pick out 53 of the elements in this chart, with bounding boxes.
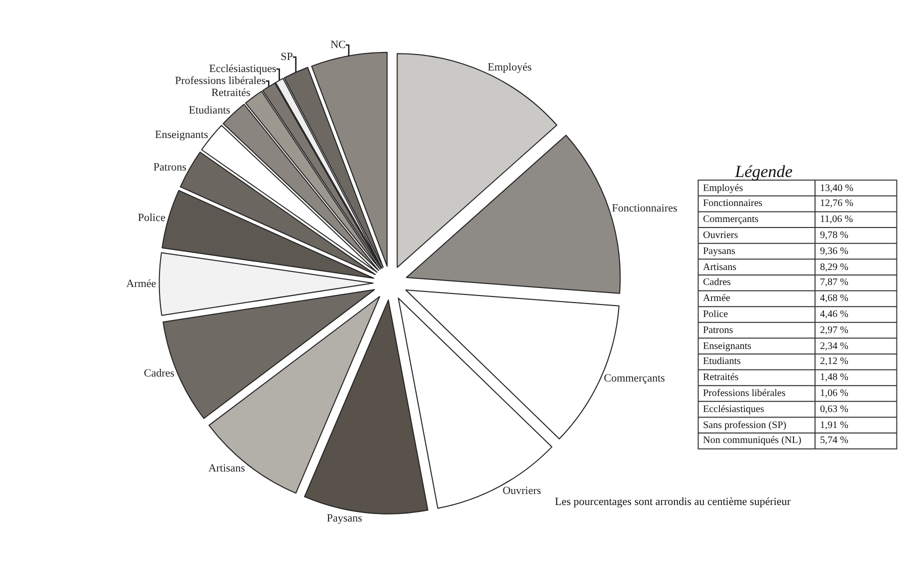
text: 8,29 % xyxy=(820,262,848,273)
text: 0,63 % xyxy=(820,404,848,415)
text: 1,48 % xyxy=(820,372,848,383)
text: 7,87 % xyxy=(820,277,848,288)
slice-label: Commerçants xyxy=(604,372,665,385)
category-label: Cadres xyxy=(703,277,731,288)
text: 2,34 % xyxy=(820,341,848,352)
text: 13,40 % xyxy=(820,183,854,194)
category-label: Police xyxy=(703,309,729,320)
category-label: Enseignants xyxy=(703,341,752,352)
category-label: Employés xyxy=(703,183,744,194)
category-label: Retraités xyxy=(703,372,739,383)
text: 4,68 % xyxy=(820,293,848,304)
slice-label: Enseignants xyxy=(154,128,208,141)
slice-label: Cadres xyxy=(144,368,174,380)
category-label: Ecclésiastiques xyxy=(703,404,764,415)
text: 1,06 % xyxy=(820,388,848,399)
slice-label: Fonctionnaires xyxy=(612,202,678,214)
slice-label: NC xyxy=(330,39,346,52)
text: 4,46 % xyxy=(820,309,848,320)
slice-label: Artisans xyxy=(208,462,245,475)
text: Les pourcentages sont arrondis au centième supérieur xyxy=(554,496,792,508)
slice-label: Paysans xyxy=(326,512,362,525)
slice-label: Patrons xyxy=(153,162,186,174)
slice-label: Etudiants xyxy=(188,104,230,116)
text: 2,12 % xyxy=(820,356,848,367)
category-label: Ouvriers xyxy=(703,230,738,241)
text: 2,97 % xyxy=(820,325,848,336)
slice-label: Ouvriers xyxy=(502,485,542,498)
category-label: Etudiants xyxy=(703,356,741,367)
slice-label: Armée xyxy=(126,278,156,290)
text: 11,06 % xyxy=(820,214,853,225)
category-label: Armée xyxy=(703,293,731,304)
text: 9,78 % xyxy=(820,230,848,241)
category-label: Fonctionnaires xyxy=(703,198,763,209)
text: 1,91 % xyxy=(820,420,848,431)
text: 12,76 % xyxy=(820,198,854,209)
slice-label: Professions libérales xyxy=(174,75,266,88)
slice-label: Employés xyxy=(488,61,532,74)
category-label: Paysans xyxy=(703,246,736,257)
slice-label: Police xyxy=(138,212,166,224)
category-label: Sans profession (SP) xyxy=(703,420,786,431)
slice-label: Retraités xyxy=(211,87,250,100)
text: 9,36 % xyxy=(820,246,848,257)
category-label: Non communiqués (NL) xyxy=(703,435,802,446)
slice-label: Ecclésiastiques xyxy=(209,63,276,76)
text: Légende xyxy=(734,162,794,181)
category-label: Commerçants xyxy=(703,214,759,225)
category-label: Artisans xyxy=(703,262,736,273)
slice-label: SP xyxy=(280,51,293,64)
category-label: Professions libérales xyxy=(703,388,786,399)
category-label: Patrons xyxy=(703,325,734,336)
text: 5,74 % xyxy=(820,435,848,446)
